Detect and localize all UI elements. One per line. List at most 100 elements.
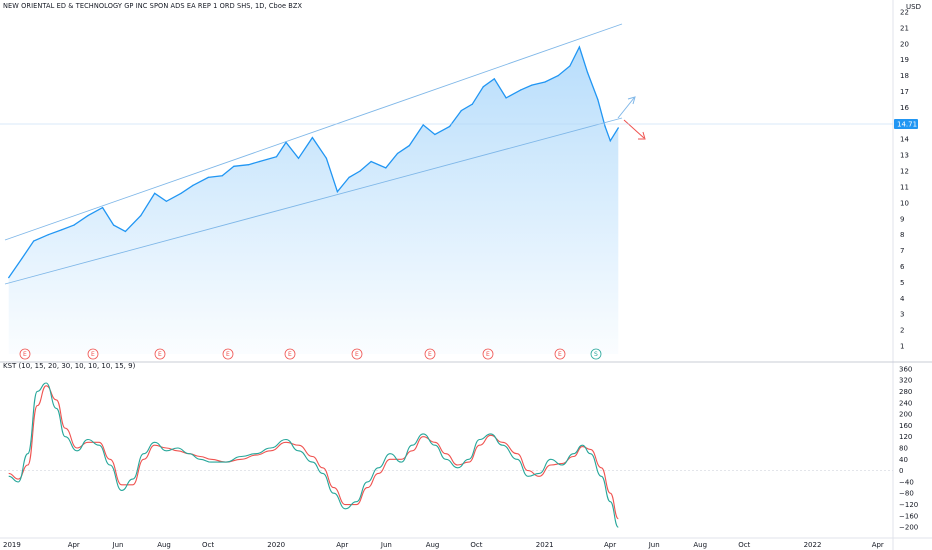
price-point — [609, 140, 611, 142]
arrow-up-icon[interactable] — [617, 96, 636, 119]
event-label: E — [226, 351, 230, 358]
price-tick-label: 2 — [900, 327, 904, 335]
price-tick-label: 9 — [900, 215, 904, 223]
time-tick-label: Aug — [693, 541, 707, 549]
price-point — [359, 170, 361, 172]
price-tick-label: 11 — [900, 183, 909, 191]
price-point — [586, 71, 589, 73]
price-tick-label: 7 — [900, 247, 904, 255]
event-label: E — [288, 351, 292, 358]
price-point — [449, 125, 451, 128]
price-point — [434, 133, 436, 136]
price-point — [370, 160, 372, 163]
price-point — [385, 167, 387, 169]
time-tick-label: Apr — [872, 541, 884, 549]
time-tick-label: Jun — [112, 541, 124, 549]
earnings-event-marker[interactable]: E — [19, 348, 31, 360]
price-point — [248, 164, 250, 166]
price-point — [113, 224, 115, 226]
price-point — [180, 192, 182, 194]
indicator-label[interactable]: KST (10, 15, 20, 30, 10, 10, 10, 15, 9) — [3, 362, 136, 370]
channel-upper-line[interactable] — [4, 23, 623, 241]
indicator-tick-label: 40 — [899, 456, 908, 464]
indicator-tick-label: −160 — [899, 512, 918, 520]
earnings-event-marker[interactable]: E — [554, 348, 566, 360]
time-axis[interactable]: 2019 Apr Jun Aug Oct 2020 Apr Jun Aug Oct 2021 Apr J… — [3, 541, 884, 549]
event-label: E — [91, 351, 95, 358]
price-point — [531, 84, 533, 86]
price-tick-label: 10 — [900, 199, 909, 207]
time-tick-label: Oct — [738, 541, 750, 549]
price-point — [47, 234, 49, 236]
price-point — [207, 176, 209, 178]
earnings-event-marker[interactable]: E — [154, 348, 166, 360]
time-tick-label: Jun — [648, 541, 660, 549]
price-point — [285, 141, 287, 143]
price-tick-label: 4 — [900, 295, 905, 303]
indicator-tick-label: 360 — [899, 365, 912, 373]
price-tick-label: 5 — [900, 279, 904, 287]
indicator-axis[interactable]: 360 320 280 240 200 160 120 80 40 0 −40 −80 −120 −160… — [899, 365, 918, 531]
event-label: E — [428, 351, 432, 358]
time-tick-label: Apr — [336, 541, 348, 549]
earnings-event-marker[interactable]: E — [87, 348, 99, 360]
price-point — [604, 125, 606, 128]
price-point — [165, 200, 167, 202]
time-tick-label: Aug — [426, 541, 440, 549]
price-tick-label: 3 — [900, 311, 904, 319]
indicator-tick-label: 80 — [899, 445, 908, 453]
split-event-marker[interactable]: S — [590, 348, 602, 360]
channel-lower-line[interactable] — [4, 117, 623, 285]
price-point — [60, 229, 63, 231]
event-label: E — [486, 351, 490, 358]
price-point — [569, 65, 571, 67]
indicator-tick-label: −80 — [899, 490, 914, 498]
price-point — [578, 46, 581, 48]
indicator-tick-label: 240 — [899, 399, 912, 407]
price-tick-label: 18 — [900, 72, 909, 80]
last-price-badge — [894, 119, 918, 129]
event-label: E — [23, 351, 27, 358]
price-point — [336, 191, 338, 193]
time-tick-label: Oct — [470, 541, 482, 549]
price-point — [422, 124, 424, 126]
indicator-tick-label: 320 — [899, 377, 912, 385]
arrow-down-icon[interactable] — [623, 119, 646, 140]
kst-signal-line[interactable] — [8, 385, 619, 520]
price-point — [73, 224, 75, 226]
indicator-tick-label: −200 — [899, 524, 918, 532]
earnings-event-marker[interactable]: E — [424, 348, 436, 360]
time-tick-label: 2020 — [267, 541, 285, 549]
price-point — [275, 156, 278, 158]
price-tick-label: 17 — [900, 88, 909, 96]
kst-line[interactable] — [8, 382, 619, 528]
time-tick-label: Aug — [157, 541, 171, 549]
price-point — [493, 78, 495, 80]
price-point — [557, 75, 559, 77]
indicator-tick-label: −120 — [899, 501, 918, 509]
time-tick-label: Oct — [202, 541, 214, 549]
earnings-event-marker[interactable]: E — [222, 348, 234, 360]
time-tick-label: Apr — [604, 541, 616, 549]
price-point — [297, 157, 300, 159]
price-point — [396, 152, 399, 155]
time-tick-label: 2021 — [536, 541, 554, 549]
price-point — [482, 86, 484, 88]
price-point — [471, 103, 473, 105]
event-label: E — [355, 351, 359, 358]
price-point — [520, 89, 522, 91]
time-tick-label: Apr — [68, 541, 80, 549]
symbol-title[interactable]: NEW ORIENTAL ED & TECHNOLOGY GP INC SPON… — [3, 2, 303, 10]
time-tick-label: 2019 — [3, 541, 21, 549]
price-point — [233, 165, 235, 167]
time-tick-label: Jun — [380, 541, 392, 549]
earnings-event-marker[interactable]: E — [284, 348, 296, 360]
indicator-tick-label: −40 — [899, 478, 914, 486]
price-tick-label: 6 — [900, 263, 905, 271]
price-tick-label: 1 — [900, 343, 904, 351]
earnings-event-marker[interactable]: E — [482, 348, 494, 360]
earnings-event-marker[interactable]: E — [351, 348, 363, 360]
price-point — [544, 81, 546, 83]
